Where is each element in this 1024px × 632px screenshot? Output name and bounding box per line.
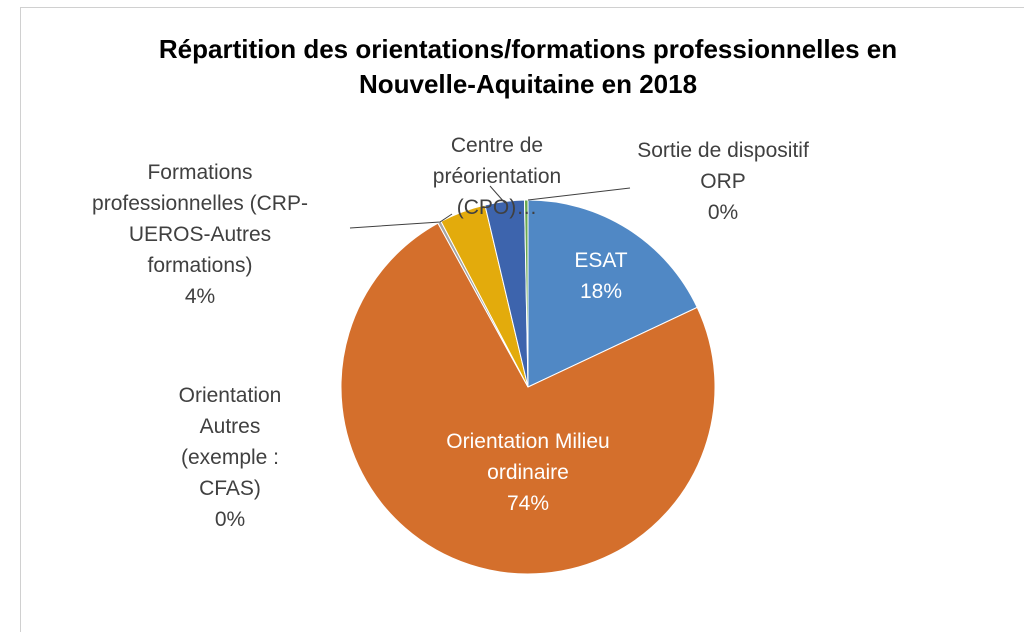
category-label: Formations professionnelles (CRP-UEROS-A… — [92, 161, 308, 277]
value-label: 18% — [579, 280, 623, 303]
pie-slice — [527, 199, 698, 388]
slice-label: Sortie de dispositif ORP 0% — [628, 135, 818, 228]
value-label: 0% — [214, 508, 246, 531]
slice-label: Orientation Autres (exemple : CFAS) 0% — [155, 380, 305, 535]
leader-line — [527, 187, 631, 201]
slice-label: Orientation Milieu ordinaire 74% — [408, 426, 648, 519]
category-label: Sortie de dispositif ORP — [637, 139, 809, 193]
leader-line — [349, 213, 453, 229]
slice-label: Formations professionnelles (CRP-UEROS-A… — [83, 157, 318, 312]
category-label: Orientation Autres (exemple : CFAS) — [178, 384, 282, 500]
pie-slice — [340, 222, 716, 575]
value-label: 4% — [184, 285, 216, 308]
value-label: 0% — [707, 201, 739, 224]
pie-slice — [523, 199, 529, 388]
value-label: 74% — [506, 492, 550, 515]
slice-label: ESAT 18% — [541, 245, 661, 307]
category-label: Centre de préorientation (CPO)… — [432, 134, 562, 219]
chart-title: Répartition des orientations/formations … — [158, 34, 898, 99]
slice-label: Centre de préorientation (CPO)… — [412, 130, 582, 223]
category-label: ESAT — [574, 249, 628, 272]
leader-line — [489, 185, 506, 204]
category-label: Orientation Milieu ordinaire — [446, 430, 610, 484]
